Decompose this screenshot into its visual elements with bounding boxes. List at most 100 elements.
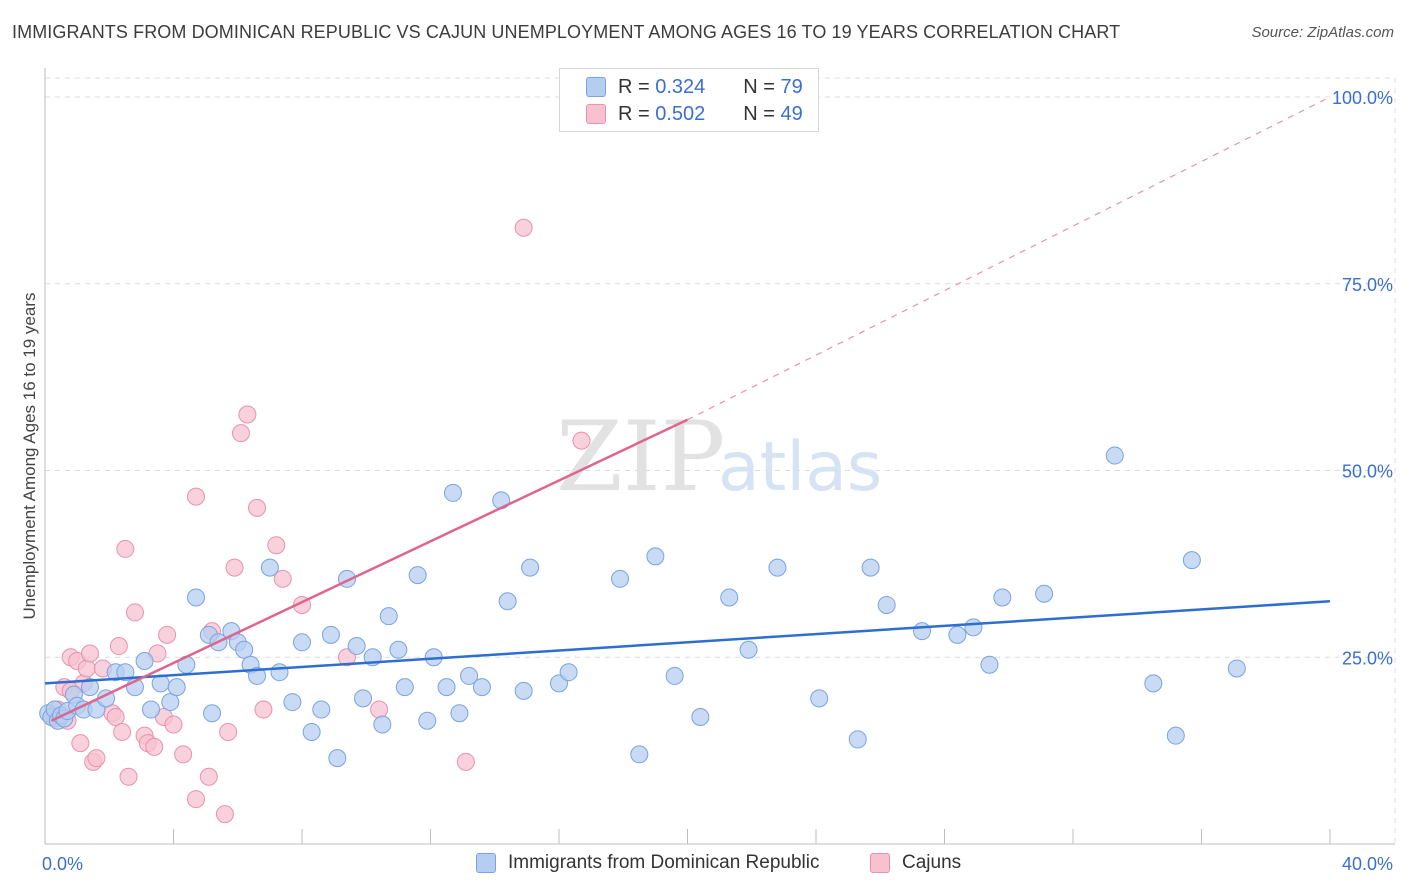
dominican-point-51 xyxy=(443,483,462,502)
cajuns-point-11 xyxy=(77,659,96,678)
dominican-point-20 xyxy=(167,678,186,697)
x-tick-label-max: 40.0% xyxy=(1342,854,1393,874)
legend-n-label: N = xyxy=(743,75,775,98)
dominican-point-69 xyxy=(810,689,829,708)
correlation-legend: R = 0.324 N = 79 R = 0.502 N = 49 xyxy=(559,68,819,132)
dominican-points xyxy=(39,446,1246,768)
cajuns-point-33 xyxy=(199,767,218,786)
watermark-zip: ZIP xyxy=(556,401,725,513)
y-tick-labels: 25.0% 50.0% 75.0% 100.0% xyxy=(1332,88,1393,668)
cajuns-point-37 xyxy=(225,558,244,577)
dominican-point-28 xyxy=(235,640,254,659)
dominican-point-81 xyxy=(1166,726,1185,745)
cajuns-point-17 xyxy=(106,708,125,727)
cajuns-point-42 xyxy=(267,536,286,555)
cajuns-point-31 xyxy=(186,790,205,809)
bottom-legend-cajuns: Cajuns xyxy=(870,852,961,874)
legend-r-label: R = xyxy=(618,102,650,125)
dominican-point-73 xyxy=(913,622,932,641)
legend-n-label: N = xyxy=(743,102,775,125)
bottom-legend-label: Immigrants from Dominican Republic xyxy=(508,852,820,873)
cajuns-point-21 xyxy=(119,767,138,786)
bottom-legend-dominican: Immigrants from Dominican Republic xyxy=(476,852,820,874)
y-tick-label-50: 50.0% xyxy=(1342,462,1393,482)
dominican-point-57 xyxy=(514,681,533,700)
dominican-point-67 xyxy=(739,640,758,659)
cajuns-point-9 xyxy=(71,734,90,753)
cajuns-point-30 xyxy=(174,745,193,764)
legend-row-dominican: R = 0.324 N = 79 xyxy=(586,75,803,99)
y-axis-label: Unemployment Among Ages 16 to 19 years xyxy=(20,292,39,620)
cajuns-point-46 xyxy=(370,700,389,719)
cajuns-point-40 xyxy=(248,498,267,517)
dominican-point-66 xyxy=(720,588,739,607)
dominican-point-34 xyxy=(293,633,311,652)
dominican-point-56 xyxy=(498,592,517,611)
dominican-trend-line xyxy=(44,599,1331,685)
dominican-point-78 xyxy=(1035,584,1054,603)
dominican-point-40 xyxy=(347,637,366,656)
dominican-point-62 xyxy=(630,745,649,764)
dominican-point-38 xyxy=(328,749,347,768)
cajuns-point-39 xyxy=(238,405,257,424)
x-tick-label-min: 0.0% xyxy=(42,854,83,874)
dominican-point-77 xyxy=(993,588,1012,607)
dominican-point-76 xyxy=(980,655,999,674)
dominican-point-36 xyxy=(312,700,331,719)
dominican-point-47 xyxy=(408,566,427,585)
cajuns-point-29 xyxy=(164,715,183,734)
dominican-point-54 xyxy=(472,678,491,697)
legend-r-label: R = xyxy=(618,75,650,98)
legend-row-cajuns: R = 0.502 N = 49 xyxy=(586,102,803,126)
dominican-point-71 xyxy=(861,558,880,577)
cajuns-point-28 xyxy=(158,625,177,644)
dominican-point-72 xyxy=(877,595,896,614)
dominican-point-63 xyxy=(646,547,665,566)
dominican-point-37 xyxy=(321,625,340,644)
cajuns-point-12 xyxy=(80,644,99,663)
dominican-point-68 xyxy=(768,558,787,577)
dominican-point-50 xyxy=(437,678,456,697)
cajuns-point-14 xyxy=(87,749,106,768)
cajuns-point-48 xyxy=(514,218,533,237)
dominican-point-65 xyxy=(691,708,710,727)
dominican-point-43 xyxy=(373,715,392,734)
dominican-point-74 xyxy=(948,625,967,644)
dominican-point-19 xyxy=(161,693,180,712)
dominican-point-41 xyxy=(354,689,373,708)
dominican-point-24 xyxy=(203,704,222,723)
x-tick-labels: 0.0% 40.0% xyxy=(42,854,1393,874)
y-tick-label-75: 75.0% xyxy=(1342,275,1393,295)
dominican-point-16 xyxy=(135,651,154,670)
y-tick-label-100: 100.0% xyxy=(1332,88,1393,108)
cajuns-point-43 xyxy=(273,569,292,588)
bottom-legend-swatch-pink xyxy=(870,853,890,873)
dominican-point-17 xyxy=(142,700,161,719)
legend-n-value: 49 xyxy=(780,102,803,125)
dominican-point-75 xyxy=(964,618,983,637)
dominican-point-82 xyxy=(1182,551,1201,570)
dominican-point-60 xyxy=(559,663,578,682)
y-tick-label-25: 25.0% xyxy=(1342,648,1393,668)
dominican-point-70 xyxy=(848,730,867,749)
dominican-point-30 xyxy=(248,666,267,685)
cajuns-point-19 xyxy=(113,722,132,741)
cajuns-point-41 xyxy=(254,700,273,719)
cajuns-point-22 xyxy=(125,603,144,622)
watermark: ZIP atlas xyxy=(556,401,882,513)
dominican-point-44 xyxy=(379,607,398,626)
dominican-point-35 xyxy=(302,722,321,741)
dominican-point-52 xyxy=(450,704,469,723)
grid xyxy=(45,77,1396,844)
dominican-point-61 xyxy=(611,569,630,588)
dominican-point-80 xyxy=(1144,674,1163,693)
dominican-point-14 xyxy=(116,663,135,682)
cajuns-point-36 xyxy=(219,722,238,741)
dominican-point-10 xyxy=(80,678,99,697)
dominican-point-33 xyxy=(283,693,302,712)
dominican-point-48 xyxy=(418,711,437,730)
cajuns-point-35 xyxy=(215,805,234,824)
cajuns-point-49 xyxy=(572,431,591,450)
legend-n-value: 79 xyxy=(780,75,803,98)
dominican-point-53 xyxy=(460,666,479,685)
